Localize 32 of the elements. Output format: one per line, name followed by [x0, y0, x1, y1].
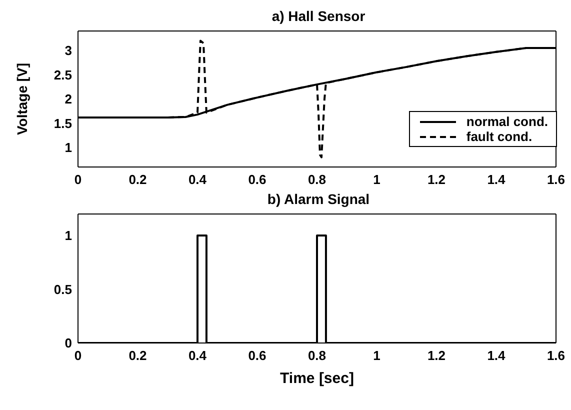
x-tick-label: 1.2	[427, 348, 446, 364]
x-tick-label: 1.4	[487, 172, 506, 188]
legend-label: fault cond.	[466, 129, 532, 144]
x-tick-label: 1.4	[487, 348, 506, 364]
x-tick-label: 0.6	[248, 172, 266, 188]
x-tick-label: 1	[373, 172, 380, 188]
x-tick-label: 0.4	[188, 172, 208, 188]
y-tick-label: 2.5	[54, 67, 72, 82]
y-tick-label: 1	[64, 140, 72, 156]
y-tick-label: 3	[64, 43, 72, 58]
x-tick-label: 0.2	[128, 348, 147, 364]
y-tick-label: 0.5	[54, 282, 72, 297]
x-axis-title: Time [sec]	[280, 370, 354, 387]
chart-title: b) Alarm Signal	[266, 191, 371, 209]
y-tick-label: 0	[64, 336, 72, 351]
x-tick-label: 0.4	[188, 348, 208, 364]
chart-title: a) Hall Sensor	[270, 8, 366, 26]
x-tick-label: 0.8	[308, 348, 326, 364]
x-tick-label: 1.6	[546, 172, 566, 188]
y-tick-label: 2	[64, 92, 72, 107]
legend-label: normal cond.	[466, 114, 548, 129]
y-tick-label: 1	[64, 228, 72, 244]
y-tick-label: 1.5	[54, 116, 72, 131]
x-tick-label: 0	[74, 172, 82, 188]
x-tick-label: 0.2	[128, 172, 147, 188]
x-tick-label: 0	[74, 348, 82, 364]
x-tick-label: 1.2	[427, 172, 446, 188]
y-axis-title: Voltage [V]	[14, 62, 30, 136]
x-tick-label: 1.6	[546, 348, 566, 364]
x-tick-label: 0.6	[248, 348, 266, 364]
x-tick-label: 0.8	[308, 172, 326, 188]
x-tick-label: 1	[373, 348, 380, 364]
